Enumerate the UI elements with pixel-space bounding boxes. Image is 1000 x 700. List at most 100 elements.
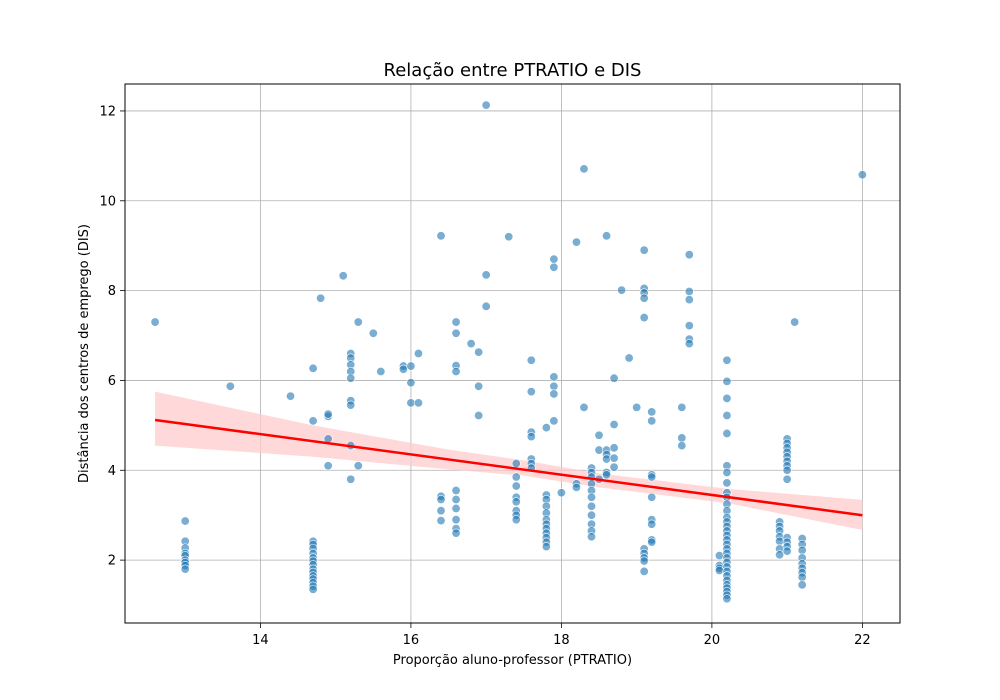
confidence-band-layer xyxy=(155,391,863,531)
data-point xyxy=(549,389,559,399)
data-point xyxy=(511,497,521,507)
data-point xyxy=(722,393,732,403)
data-point xyxy=(647,492,657,502)
data-point xyxy=(677,433,687,443)
data-point xyxy=(346,474,356,484)
data-point xyxy=(549,254,559,264)
data-point xyxy=(556,488,566,498)
data-point xyxy=(406,361,416,371)
data-point xyxy=(587,510,597,520)
data-point xyxy=(647,407,657,417)
data-point xyxy=(316,293,326,303)
data-point xyxy=(602,470,612,480)
data-point xyxy=(677,441,687,451)
y-tick-label: 4 xyxy=(108,464,116,479)
data-point xyxy=(323,409,333,419)
data-point xyxy=(451,528,461,538)
data-point xyxy=(308,416,318,426)
data-point xyxy=(624,353,634,363)
data-point xyxy=(481,270,491,280)
data-point xyxy=(180,564,190,574)
y-tick-label: 2 xyxy=(108,554,116,569)
data-point xyxy=(413,348,423,358)
data-point xyxy=(481,100,491,110)
x-axis-label: Proporção aluno-professor (PTRATIO) xyxy=(393,653,632,668)
data-point xyxy=(511,472,521,482)
data-point xyxy=(722,468,732,478)
data-point xyxy=(639,313,649,323)
data-point xyxy=(579,164,589,174)
data-point xyxy=(609,373,619,383)
plot-frame xyxy=(124,83,901,624)
data-point xyxy=(398,364,408,374)
data-point xyxy=(647,416,657,426)
y-tick-label: 12 xyxy=(99,104,116,119)
data-point xyxy=(797,572,807,582)
data-point xyxy=(406,398,416,408)
data-point xyxy=(775,550,785,560)
data-point xyxy=(714,551,724,561)
data-point xyxy=(722,410,732,420)
data-point xyxy=(722,376,732,386)
data-point xyxy=(639,566,649,576)
data-point xyxy=(617,285,627,295)
data-point xyxy=(602,454,612,464)
data-point xyxy=(353,461,363,471)
y-tick-label: 8 xyxy=(108,284,116,299)
data-point xyxy=(684,295,694,305)
data-point xyxy=(474,347,484,357)
data-point xyxy=(436,494,446,504)
data-point xyxy=(406,378,416,388)
x-tick-label: 14 xyxy=(252,633,269,648)
data-point xyxy=(308,363,318,373)
data-point xyxy=(797,580,807,590)
x-tick-label: 18 xyxy=(553,633,570,648)
data-point xyxy=(647,519,657,529)
data-point xyxy=(451,317,461,327)
data-point xyxy=(511,515,521,525)
data-point xyxy=(647,472,657,482)
data-point xyxy=(587,532,597,542)
data-point xyxy=(451,494,461,504)
x-tick-label: 16 xyxy=(403,633,420,648)
data-point xyxy=(684,321,694,331)
data-point xyxy=(722,355,732,365)
data-point xyxy=(451,503,461,513)
data-point xyxy=(511,481,521,491)
data-point xyxy=(857,170,867,180)
data-point xyxy=(632,402,642,412)
data-point xyxy=(474,381,484,391)
data-point xyxy=(346,400,356,410)
data-point xyxy=(451,485,461,495)
data-point xyxy=(684,339,694,349)
data-point xyxy=(594,430,604,440)
data-point xyxy=(511,459,521,469)
data-point xyxy=(376,366,386,376)
grid-lines xyxy=(125,84,900,623)
data-point xyxy=(571,237,581,247)
data-point xyxy=(714,565,724,575)
data-point xyxy=(782,465,792,475)
data-point xyxy=(526,432,536,442)
data-point xyxy=(286,391,296,401)
data-point xyxy=(481,301,491,311)
data-points xyxy=(150,100,867,604)
data-point xyxy=(790,317,800,327)
data-point xyxy=(549,372,559,382)
data-point xyxy=(782,474,792,484)
y-tick-label: 10 xyxy=(99,194,116,209)
data-point xyxy=(526,355,536,365)
data-point xyxy=(180,516,190,526)
data-point xyxy=(609,419,619,429)
data-point xyxy=(541,542,551,552)
data-point xyxy=(451,515,461,525)
data-point xyxy=(436,516,446,526)
data-point xyxy=(609,462,619,472)
data-point xyxy=(579,402,589,412)
data-point xyxy=(323,461,333,471)
data-point xyxy=(526,387,536,397)
data-point xyxy=(639,556,649,566)
data-point xyxy=(308,584,318,594)
